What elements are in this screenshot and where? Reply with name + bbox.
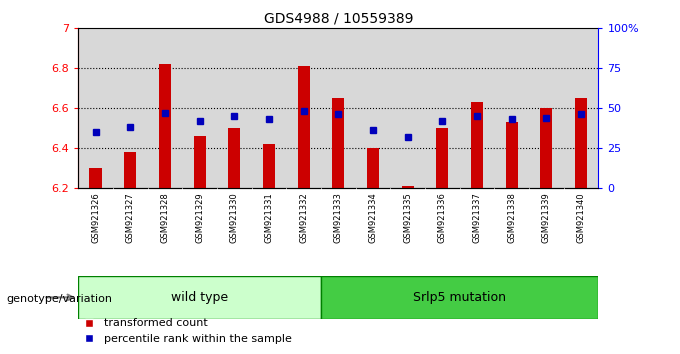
Text: Srlp5 mutation: Srlp5 mutation: [413, 291, 506, 304]
Text: GSM921334: GSM921334: [369, 192, 377, 243]
Text: GSM921339: GSM921339: [542, 192, 551, 243]
Bar: [506, 122, 517, 188]
Bar: [541, 108, 552, 188]
Text: GSM921331: GSM921331: [265, 192, 273, 243]
Bar: [471, 102, 483, 188]
Text: GSM921332: GSM921332: [299, 192, 308, 243]
Bar: [90, 168, 101, 188]
Bar: [437, 128, 448, 188]
Bar: [333, 98, 344, 188]
Bar: [228, 128, 240, 188]
Bar: [124, 152, 136, 188]
Legend: transformed count, percentile rank within the sample: transformed count, percentile rank withi…: [73, 314, 296, 348]
Bar: [575, 98, 587, 188]
Bar: [263, 144, 275, 188]
Text: GSM921326: GSM921326: [91, 192, 100, 243]
Text: wild type: wild type: [171, 291, 228, 304]
Bar: [194, 136, 205, 188]
Bar: [78, 276, 321, 319]
Bar: [159, 64, 171, 188]
Text: GSM921333: GSM921333: [334, 192, 343, 243]
Text: genotype/variation: genotype/variation: [7, 294, 113, 304]
Text: GSM921328: GSM921328: [160, 192, 169, 243]
Text: GSM921336: GSM921336: [438, 192, 447, 243]
Bar: [402, 185, 413, 188]
Text: GSM921329: GSM921329: [195, 192, 204, 243]
Bar: [298, 66, 309, 188]
Text: GSM921340: GSM921340: [577, 192, 585, 243]
Text: GSM921337: GSM921337: [473, 192, 481, 243]
Title: GDS4988 / 10559389: GDS4988 / 10559389: [264, 12, 413, 26]
Bar: [367, 148, 379, 188]
Text: GSM921327: GSM921327: [126, 192, 135, 243]
Text: GSM921330: GSM921330: [230, 192, 239, 243]
Text: GSM921338: GSM921338: [507, 192, 516, 243]
Text: GSM921335: GSM921335: [403, 192, 412, 243]
Bar: [321, 276, 598, 319]
